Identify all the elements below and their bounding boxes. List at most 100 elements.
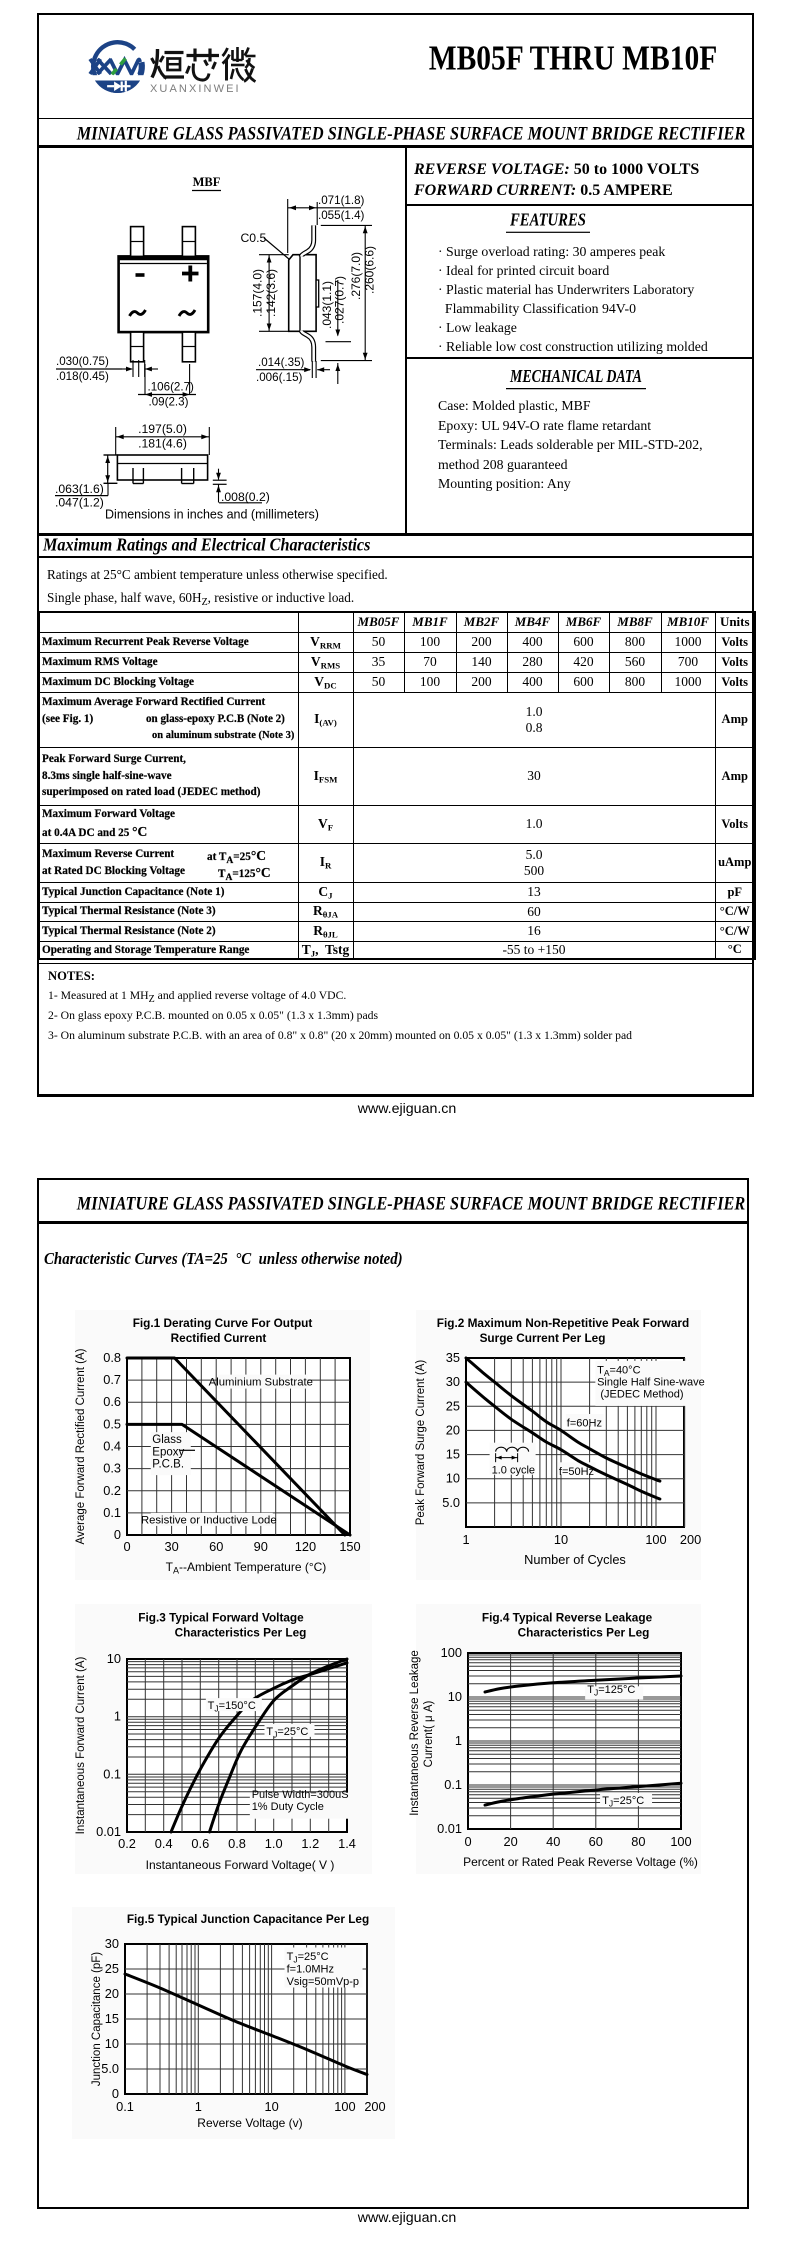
svg-text:Glass: Glass xyxy=(152,1434,182,1446)
svg-text:.047(1.2): .047(1.2) xyxy=(55,496,104,510)
svg-text:0.7: 0.7 xyxy=(103,1372,121,1387)
svg-text:Instantaneous Forward Current: Instantaneous Forward Current (A) xyxy=(75,1656,87,1834)
svg-text:0.4: 0.4 xyxy=(155,1836,173,1851)
svg-text:.008(0.2): .008(0.2) xyxy=(221,490,270,504)
svg-text:Epoxy: Epoxy xyxy=(152,1446,184,1458)
svg-text:Vsig=50mVp-p: Vsig=50mVp-p xyxy=(287,1976,359,1988)
svg-text:10: 10 xyxy=(107,1651,121,1666)
svg-text:0: 0 xyxy=(123,1539,130,1554)
svg-text:60: 60 xyxy=(589,1834,603,1849)
svg-text:0.1: 0.1 xyxy=(103,1766,121,1781)
svg-text:Fig.4 Typical Reverse Leakage: Fig.4 Typical Reverse Leakage xyxy=(482,1611,653,1625)
svg-text:Resistive or Inductive Lode: Resistive or Inductive Lode xyxy=(141,1515,277,1527)
svg-text:Single Half Sine-wave: Single Half Sine-wave xyxy=(597,1377,705,1389)
svg-text:10: 10 xyxy=(448,1689,462,1704)
svg-text:90: 90 xyxy=(254,1539,268,1554)
svg-text:Instantaneous Reverse Leakage: Instantaneous Reverse Leakage xyxy=(409,1650,421,1816)
svg-text:.071(1.8): .071(1.8) xyxy=(318,194,365,207)
svg-text:100: 100 xyxy=(645,1532,666,1547)
svg-text:TJ=25°C: TJ=25°C xyxy=(287,1951,329,1965)
svg-text:1.0 cycle: 1.0 cycle xyxy=(492,1465,535,1477)
svg-text:200: 200 xyxy=(364,2099,385,2114)
svg-text:MBF: MBF xyxy=(193,175,221,189)
svg-text:f=1.0MHz: f=1.0MHz xyxy=(287,1964,334,1976)
svg-text:5.0: 5.0 xyxy=(442,1495,460,1510)
svg-text:Reverse Voltage (v): Reverse Voltage (v) xyxy=(197,2116,302,2130)
svg-text:60: 60 xyxy=(209,1539,223,1554)
svg-text:0: 0 xyxy=(114,1527,121,1542)
svg-text:Percent or Rated Peak Reverse: Percent or Rated Peak Reverse Voltage (%… xyxy=(463,1855,698,1869)
svg-text:Fig.2 Maximum Non-Repetitive P: Fig.2 Maximum Non-Repetitive Peak Forwar… xyxy=(437,1316,689,1330)
svg-text:P.C.B.: P.C.B. xyxy=(152,1459,184,1471)
svg-text:.260(6.6): .260(6.6) xyxy=(363,246,377,294)
svg-text:TJ=25°C: TJ=25°C xyxy=(266,1726,308,1740)
svg-text:Junction Capacitance (pF): Junction Capacitance (pF) xyxy=(91,1952,103,2086)
svg-text:Current( μ A): Current( μ A) xyxy=(423,1700,435,1767)
svg-text:0.3: 0.3 xyxy=(103,1461,121,1476)
svg-text:20: 20 xyxy=(446,1422,460,1437)
svg-text:0.8: 0.8 xyxy=(103,1350,121,1365)
svg-text:1.4: 1.4 xyxy=(338,1836,356,1851)
svg-text:10: 10 xyxy=(554,1532,568,1547)
svg-text:150: 150 xyxy=(339,1539,360,1554)
svg-text:10: 10 xyxy=(446,1471,460,1486)
svg-text:100: 100 xyxy=(334,2099,355,2114)
svg-text:0.01: 0.01 xyxy=(96,1824,121,1839)
svg-text:(JEDEC Method): (JEDEC Method) xyxy=(600,1389,683,1401)
svg-text:Surge Current Per Leg: Surge Current Per Leg xyxy=(480,1331,606,1345)
svg-text:20: 20 xyxy=(503,1834,517,1849)
svg-text:0.01: 0.01 xyxy=(437,1821,462,1836)
svg-text:0.4: 0.4 xyxy=(103,1439,121,1454)
svg-text:120: 120 xyxy=(295,1539,316,1554)
svg-text:40: 40 xyxy=(546,1834,560,1849)
svg-text:Characteristics Per Leg: Characteristics Per Leg xyxy=(518,1626,650,1640)
svg-text:Fig.3 Typical Forward Voltage: Fig.3 Typical Forward Voltage xyxy=(138,1611,304,1625)
svg-text:TJ=150°C: TJ=150°C xyxy=(208,1700,256,1714)
svg-text:.014(.35): .014(.35) xyxy=(258,356,305,369)
svg-text:Peak Forward Surge Current (A): Peak Forward Surge Current (A) xyxy=(415,1360,427,1526)
svg-text:.157(4.0): .157(4.0) xyxy=(251,269,265,317)
svg-text:f=50Hz: f=50Hz xyxy=(559,1466,594,1478)
svg-text:Instantaneous Forward Voltage(: Instantaneous Forward Voltage( V ) xyxy=(146,1858,335,1872)
svg-text:TA--Ambient Temperature (°C): TA--Ambient Temperature (°C) xyxy=(166,1560,327,1576)
svg-text:1.0: 1.0 xyxy=(265,1836,283,1851)
svg-text:0.2: 0.2 xyxy=(118,1836,136,1851)
svg-text:15: 15 xyxy=(446,1447,460,1462)
svg-text:0.1: 0.1 xyxy=(116,2099,134,2114)
svg-text:.276(7.0): .276(7.0) xyxy=(349,252,363,300)
svg-text:0.5: 0.5 xyxy=(103,1416,121,1431)
svg-text:10: 10 xyxy=(264,2099,278,2114)
svg-text:.018(0.45): .018(0.45) xyxy=(56,370,109,383)
svg-text:1.2: 1.2 xyxy=(301,1836,319,1851)
svg-text:1% Duty Cycle: 1% Duty Cycle xyxy=(252,1801,324,1813)
svg-text:.043(1.1): .043(1.1) xyxy=(320,281,334,329)
svg-text:TJ=125°C: TJ=125°C xyxy=(587,1684,635,1698)
svg-text:25: 25 xyxy=(105,1961,119,1976)
svg-text:.197(5.0): .197(5.0) xyxy=(138,422,187,436)
svg-text:C0.5: C0.5 xyxy=(241,231,267,245)
svg-text:5.0: 5.0 xyxy=(101,2061,119,2076)
svg-text:100: 100 xyxy=(441,1645,462,1660)
svg-text:0: 0 xyxy=(464,1834,471,1849)
svg-text:0.1: 0.1 xyxy=(444,1777,462,1792)
svg-text:Pulse Width=300uS: Pulse Width=300uS xyxy=(252,1789,349,1801)
svg-text:0: 0 xyxy=(112,2086,119,2101)
svg-text:.030(0.75): .030(0.75) xyxy=(56,355,109,368)
svg-text:1: 1 xyxy=(462,1532,469,1547)
svg-text:1: 1 xyxy=(114,1709,121,1724)
svg-text:30: 30 xyxy=(446,1374,460,1389)
svg-text:10: 10 xyxy=(105,2036,119,2051)
svg-text:1: 1 xyxy=(455,1733,462,1748)
svg-text:200: 200 xyxy=(680,1532,701,1547)
svg-text:30: 30 xyxy=(105,1936,119,1951)
svg-text:0.2: 0.2 xyxy=(103,1483,121,1498)
svg-text:.106(2.7): .106(2.7) xyxy=(148,381,195,394)
svg-text:Dimensions in inches and (mill: Dimensions in inches and (millimeters) xyxy=(105,508,319,522)
svg-text:Aluminium Substrate: Aluminium Substrate xyxy=(209,1377,313,1389)
svg-text:Number of Cycles: Number of Cycles xyxy=(524,1552,626,1567)
svg-text:.09(2.3): .09(2.3) xyxy=(149,396,189,409)
svg-text:0.8: 0.8 xyxy=(228,1836,246,1851)
svg-text:30: 30 xyxy=(164,1539,178,1554)
svg-text:TA=40°C: TA=40°C xyxy=(597,1364,640,1378)
svg-text:1: 1 xyxy=(195,2099,202,2114)
